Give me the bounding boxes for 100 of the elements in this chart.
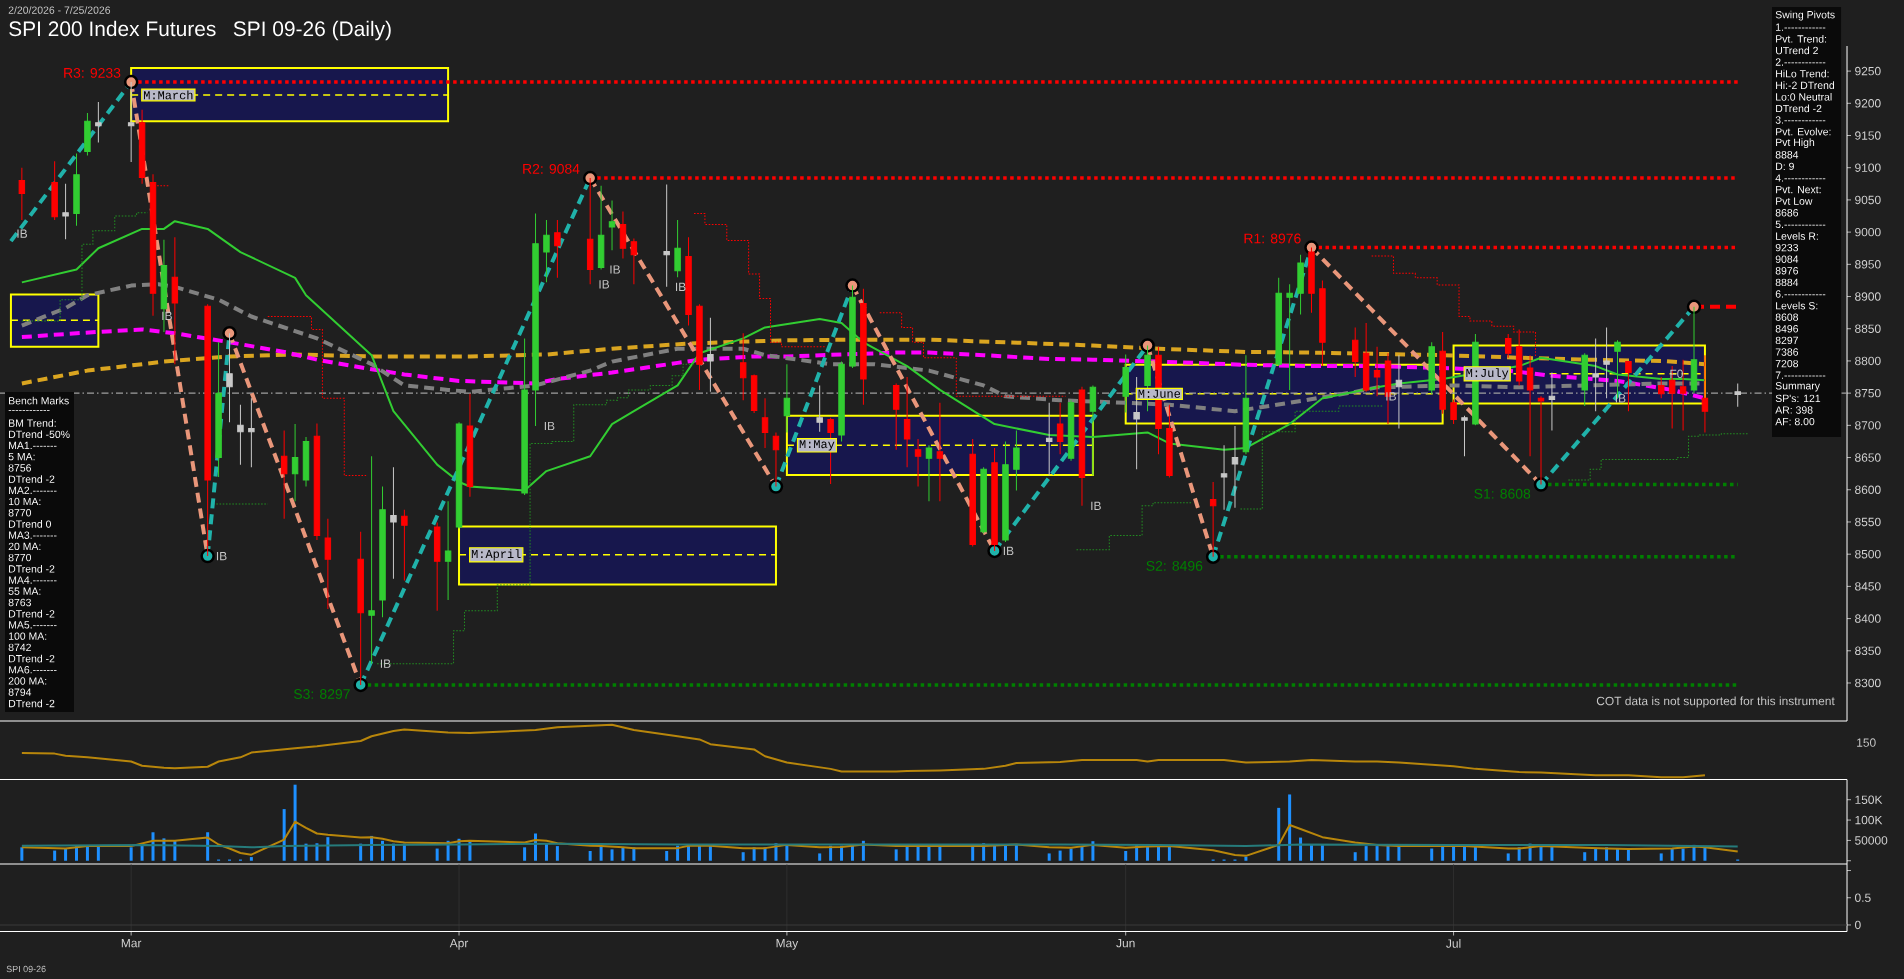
series-label: R3: 9233 [64,67,121,78]
y-tick-label: 8700 [1855,421,1881,430]
annotation: D: 9 [1776,162,1794,171]
candlestick [1089,384,1097,477]
annotation: 8976 [1775,267,1799,275]
annotation: Levels R: [1776,232,1818,240]
bar [927,845,931,861]
annotation: MA1.------- [9,441,57,450]
chart-title: SPI 200 Index Futures [9,20,216,37]
y-tick-label: 8750 [1855,388,1881,398]
annotation: DTrend 0 [9,520,51,528]
annotation: UTrend 2 [1776,46,1818,55]
bar [326,837,330,861]
bar [1244,856,1248,861]
candlestick [226,332,233,423]
candlestick [1078,386,1086,507]
annotation: COT data is not supported for this instrument [1596,696,1835,708]
annotation: DTrend -2 [9,654,55,663]
text: Bench Marks [9,396,69,405]
candlestick [95,101,102,144]
point [200,548,215,564]
candlestick [127,81,135,163]
annotation: 8297 [1775,336,1798,345]
candlestick [816,384,823,433]
bar [1320,844,1324,861]
candlestick [772,431,780,488]
annotation: IB [216,552,227,561]
annotation: IB [1615,394,1626,403]
bar [555,846,559,861]
candlestick [980,466,987,535]
series-label: S1: 8608 [1474,488,1531,499]
candlestick [18,167,26,221]
candlestick [204,303,211,557]
annotation: 20 MA: [8,542,41,551]
bar [741,852,745,861]
annotation: DTrend -2 [9,609,55,618]
candlestick [783,363,791,433]
annotation: DTrend -50% [9,430,70,439]
bar [1069,848,1073,861]
annotation: 8763 [8,598,32,607]
y-tick-label: 8400 [1855,614,1881,623]
candlestick [368,455,375,665]
annotation: IB [610,265,620,274]
candlestick [1603,326,1610,399]
candlestick [1166,404,1173,479]
candlestick [1286,283,1293,391]
candlestick [313,422,321,541]
annotation: 3.------------ [1775,116,1826,124]
annotation: 8496 [1775,325,1799,333]
candlestick [761,397,769,449]
y-tick-label: 9150 [1855,131,1881,140]
candlestick [73,153,80,227]
annotation: Lo:0 Neutral [1776,92,1832,101]
candlestick [685,236,692,327]
bar [1506,853,1510,861]
y-tick-label: 8950 [1855,260,1881,269]
bar [588,850,592,861]
series-label: S2: 8496 [1146,560,1203,571]
annotation: IB [17,229,27,238]
bar [381,840,385,861]
point [123,74,139,90]
annotation: Hi:-2 DTrend [1776,81,1835,90]
candlestick [1701,354,1709,433]
candlestick [280,430,288,520]
text: Swing Pivots [1775,10,1835,21]
annotation: MA2.------- [9,486,57,494]
bar [249,857,253,861]
candlestick [707,317,714,393]
annotation: 2.------------ [1775,58,1826,66]
annotation: 8608 [1775,313,1799,321]
point [353,677,368,693]
bar [1397,846,1401,861]
candlestick [1373,346,1381,397]
bar [1659,853,1663,861]
candlestick [433,522,441,612]
candlestick [171,236,179,365]
bar [905,845,909,861]
point [845,278,860,293]
point [987,543,1002,559]
y-tick-label: 8350 [1855,646,1881,656]
annotation: MA3.------- [9,531,57,539]
candlestick [51,160,58,221]
text: SPI 09-26 [6,965,46,973]
annotation: DTrend -2 [9,699,55,708]
candlestick [619,211,627,260]
bar [53,850,57,861]
annotation: Pvt. Next: [1776,185,1821,194]
annotation: DTrend -2 [1776,104,1822,113]
candlestick [674,219,681,278]
text: Pvt. Trend: [1776,34,1827,43]
candlestick [215,341,222,478]
candlestick [1439,331,1446,415]
candlestick [62,183,69,240]
candlestick [1319,279,1326,367]
candlestick [248,397,255,468]
series-label: R1: 8976 [1244,233,1301,244]
candlestick [860,288,867,406]
annotation: BM Trend: [9,419,56,427]
annotation: 8756 [8,464,32,472]
annotation: HiLo Trend: [1776,69,1829,78]
